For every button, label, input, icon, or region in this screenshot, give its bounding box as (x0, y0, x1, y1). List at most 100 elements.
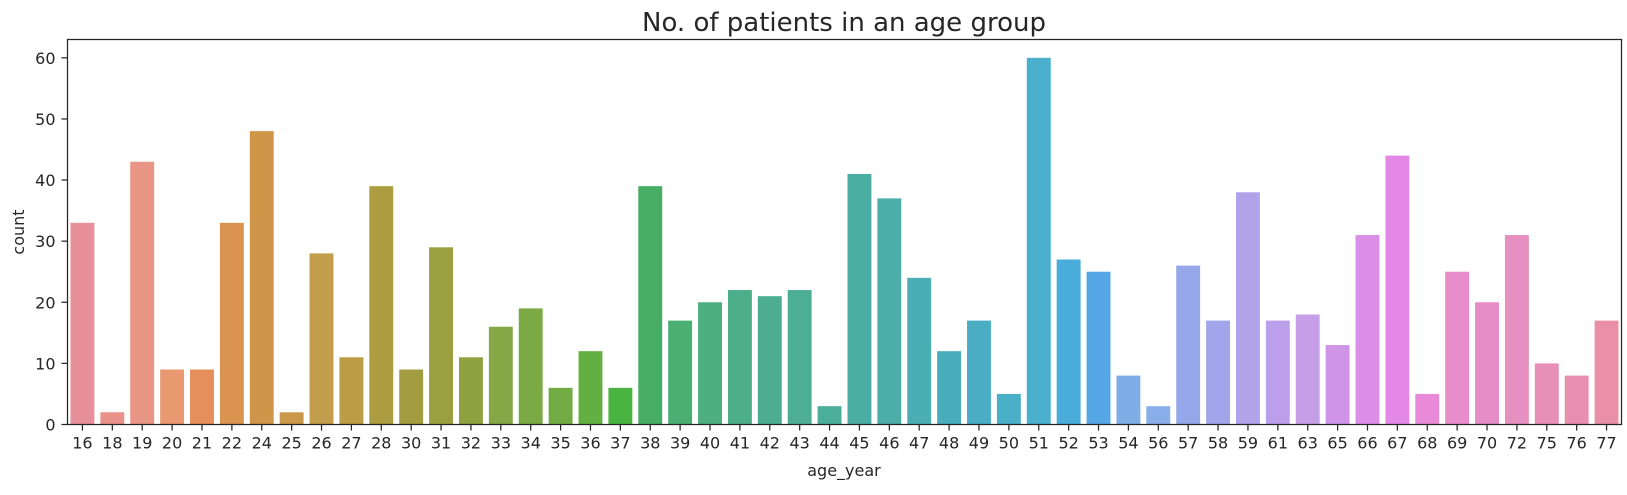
bar-33 (488, 326, 513, 425)
bar-69 (1445, 271, 1470, 425)
x-tick-label: 45 (849, 434, 869, 453)
bar-26 (309, 253, 334, 425)
bar-58 (1206, 320, 1231, 425)
x-tick-label: 21 (192, 434, 212, 453)
bar-31 (429, 247, 454, 425)
x-tick-label: 56 (1148, 434, 1168, 453)
bar-66 (1355, 235, 1380, 425)
bar-16 (70, 222, 95, 425)
y-tick-label: 60 (35, 49, 55, 68)
x-tick-label: 40 (700, 434, 720, 453)
x-tick-label: 50 (999, 434, 1019, 453)
bar-39 (668, 320, 693, 425)
x-tick-label: 49 (969, 434, 989, 453)
x-tick-label: 67 (1387, 434, 1407, 453)
bar-53 (1086, 271, 1111, 425)
x-tick-label: 28 (371, 434, 391, 453)
bar-18 (100, 412, 125, 425)
x-tick-label: 38 (640, 434, 660, 453)
bar-51 (1026, 57, 1051, 425)
x-tick-label: 42 (760, 434, 780, 453)
x-tick-label: 54 (1118, 434, 1138, 453)
y-tick-label: 30 (35, 232, 55, 251)
bar-50 (996, 393, 1021, 425)
bar-76 (1564, 375, 1589, 425)
x-tick-label: 57 (1178, 434, 1198, 453)
x-tick-label: 77 (1596, 434, 1616, 453)
y-tick-label: 10 (35, 354, 55, 373)
plot-frame (66, 38, 1623, 426)
bar-19 (130, 161, 155, 425)
x-tick-label: 26 (311, 434, 331, 453)
x-tick-label: 75 (1537, 434, 1557, 453)
x-tick-label: 51 (1029, 434, 1049, 453)
bar-24 (249, 131, 274, 425)
bar-68 (1415, 393, 1440, 425)
x-tick-label: 72 (1507, 434, 1527, 453)
x-tick-label: 66 (1357, 434, 1377, 453)
bar-49 (967, 320, 991, 425)
x-tick-label: 41 (730, 434, 750, 453)
bar-27 (339, 357, 364, 425)
x-tick-label: 39 (670, 434, 690, 453)
x-tick-label: 33 (491, 434, 511, 453)
x-tick-label: 36 (580, 434, 600, 453)
y-tick-label: 0 (45, 416, 55, 435)
x-tick-label: 30 (401, 434, 421, 453)
bar-59 (1235, 192, 1260, 425)
bar-36 (578, 351, 603, 425)
bar-32 (458, 357, 483, 425)
x-tick-label: 46 (879, 434, 899, 453)
x-tick-label: 16 (72, 434, 92, 453)
x-axis-label: age_year (807, 461, 881, 481)
x-tick-label: 24 (252, 434, 272, 453)
x-tick-label: 61 (1268, 434, 1288, 453)
x-axis: 16 18 19 20 21 22 24 25 26 27 28 30 31 32 33 34 35 36 37 38… (72, 424, 1617, 453)
bar-25 (279, 412, 304, 425)
x-tick-label: 52 (1058, 434, 1078, 453)
bar-46 (877, 198, 902, 425)
x-tick-label: 31 (431, 434, 451, 453)
x-tick-label: 34 (521, 434, 541, 453)
bar-77 (1594, 320, 1619, 425)
bar-40 (698, 302, 722, 425)
y-tick-label: 20 (35, 293, 55, 312)
x-tick-label: 22 (222, 434, 242, 453)
bar-54 (1116, 375, 1141, 425)
y-tick-label: 50 (35, 110, 55, 129)
bar-45 (847, 173, 872, 425)
x-tick-label: 69 (1447, 434, 1467, 453)
x-tick-label: 44 (819, 434, 839, 453)
bar-34 (518, 308, 543, 425)
x-tick-label: 35 (550, 434, 570, 453)
bar-75 (1534, 363, 1559, 425)
x-tick-label: 37 (610, 434, 630, 453)
bar-56 (1146, 406, 1171, 425)
bar-57 (1176, 265, 1201, 425)
bar-52 (1056, 259, 1081, 425)
bar-38 (638, 186, 663, 425)
x-tick-label: 47 (909, 434, 929, 453)
y-axis-label: count (9, 209, 28, 254)
x-tick-label: 59 (1238, 434, 1258, 453)
x-tick-label: 48 (939, 434, 959, 453)
bar-67 (1385, 155, 1410, 425)
x-tick-label: 20 (162, 434, 182, 453)
chart-title: No. of patients in an age group (642, 8, 1046, 38)
x-tick-label: 63 (1298, 434, 1318, 453)
x-tick-label: 18 (102, 434, 122, 453)
bars-layer (70, 57, 1619, 425)
x-tick-label: 68 (1417, 434, 1437, 453)
bar-47 (907, 277, 932, 425)
y-tick-label: 40 (35, 171, 55, 190)
bar-41 (727, 290, 752, 425)
x-tick-label: 25 (281, 434, 301, 453)
x-tick-label: 76 (1566, 434, 1586, 453)
x-tick-label: 32 (461, 434, 481, 453)
x-tick-label: 43 (789, 434, 809, 453)
x-tick-label: 19 (132, 434, 152, 453)
x-tick-label: 65 (1327, 434, 1347, 453)
bar-61 (1265, 320, 1290, 425)
bar-70 (1475, 302, 1499, 425)
